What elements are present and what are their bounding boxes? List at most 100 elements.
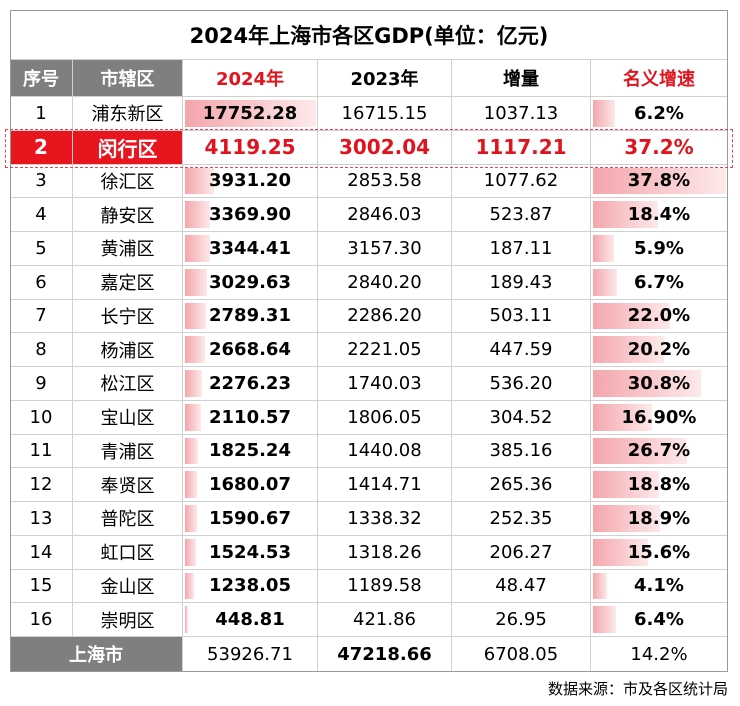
table-cell: 闵行区 — [73, 130, 183, 165]
table-cell: 3029.63 — [183, 265, 318, 300]
table-cell: 黄浦区 — [73, 232, 183, 266]
table-cell-text: 闵行区 — [97, 136, 158, 161]
table-cell-text: 1117.21 — [475, 135, 567, 160]
data-bar — [593, 606, 616, 633]
header-cell-text: 名义增速 — [623, 69, 695, 90]
table-cell-text: 1740.03 — [347, 372, 422, 394]
table-cell: 1440.08 — [318, 434, 452, 469]
source-note: 数据来源：市及各区统计局 — [547, 680, 728, 698]
table-cell: 2276.23 — [183, 367, 318, 401]
table-cell-text: 37.8% — [627, 170, 691, 192]
table-title: 2024年上海市各区GDP(单位：亿元) — [10, 10, 728, 60]
table-cell-text: 3344.41 — [209, 237, 291, 259]
table-cell: 6.2% — [591, 97, 728, 131]
table-cell: 22.0% — [591, 299, 728, 334]
table-cell-text: 1414.71 — [347, 474, 422, 496]
table-cell-text: 嘉定区 — [100, 273, 155, 295]
table-cell: 1414.71 — [318, 468, 452, 502]
table-cell-text: 1238.05 — [209, 575, 291, 597]
data-bar — [185, 336, 205, 363]
table-cell: 15.6% — [591, 535, 728, 570]
table-cell-text: 304.52 — [489, 406, 553, 428]
table-cell-text: 18.8% — [627, 474, 691, 496]
table-cell: 448.81 — [183, 603, 318, 637]
table-cell-text: 30.8% — [627, 372, 691, 394]
data-bar — [593, 201, 658, 228]
table-cell: 2846.03 — [318, 198, 452, 232]
table-cell-text: 黄浦区 — [100, 239, 155, 261]
table-cell: 4.1% — [591, 569, 728, 604]
header-cell: 2023年 — [318, 60, 452, 97]
data-bar — [185, 538, 197, 566]
table-cell: 17752.28 — [183, 97, 318, 131]
table-cell: 5 — [10, 232, 73, 266]
table-cell-text: 265.36 — [489, 474, 553, 496]
table-cell-text: 189.43 — [489, 271, 553, 293]
data-bar — [185, 302, 206, 330]
table-cell: 2110.57 — [183, 400, 318, 435]
table-cell: 187.11 — [452, 232, 591, 266]
table-cell-text: 1077.62 — [483, 170, 559, 192]
table-cell: 16715.15 — [318, 97, 452, 131]
table-cell-text: 1 — [35, 102, 47, 124]
table-cell-text: 2789.31 — [209, 305, 291, 327]
table-cell: 5.9% — [591, 232, 728, 266]
table-cell: 206.27 — [452, 535, 591, 570]
table-cell-text: 2110.57 — [209, 406, 291, 428]
table-cell-text: 20.2% — [627, 339, 691, 361]
table-cell-text: 2221.05 — [347, 339, 422, 361]
table-cell-text: 2846.03 — [347, 204, 422, 226]
table-cell: 18.8% — [591, 468, 728, 502]
table-cell: 2 — [10, 130, 73, 165]
data-bar — [593, 437, 687, 465]
table-cell-text: 1680.07 — [209, 474, 291, 496]
table-cell: 447.59 — [452, 333, 591, 367]
table-cell: 2221.05 — [318, 333, 452, 367]
table-cell: 1189.58 — [318, 569, 452, 604]
table-cell: 静安区 — [73, 198, 183, 232]
table-cell: 崇明区 — [73, 603, 183, 637]
table-cell: 265.36 — [452, 468, 591, 502]
table-cell-text: 8 — [35, 339, 47, 361]
table-cell: 青浦区 — [73, 434, 183, 469]
total-cell-text: 上海市 — [69, 645, 123, 666]
table-cell-text: 5 — [35, 237, 47, 259]
table-cell-text: 1590.67 — [209, 507, 291, 529]
table-cell-text: 1338.32 — [347, 507, 422, 529]
table-cell: 松江区 — [73, 367, 183, 401]
table-cell-text: 1318.26 — [347, 541, 422, 563]
table-cell: 3344.41 — [183, 232, 318, 266]
data-bar — [593, 471, 660, 498]
table-cell-text: 385.16 — [489, 440, 553, 462]
table-cell: 2840.20 — [318, 265, 452, 300]
header-cell: 增量 — [452, 60, 591, 97]
table-cell: 4 — [10, 198, 73, 232]
table-cell-text: 3 — [35, 170, 47, 192]
table-cell-text: 448.81 — [215, 609, 285, 631]
table-cell: 421.86 — [318, 603, 452, 637]
table-cell-text: 3931.20 — [209, 170, 291, 192]
table-cell-text: 6.4% — [634, 609, 684, 631]
table-cell-text: 2 — [34, 135, 48, 160]
table-cell-text: 2276.23 — [209, 372, 291, 394]
total-cell: 53926.71 — [183, 637, 318, 672]
table-cell: 1037.13 — [452, 97, 591, 131]
table-cell-text: 1440.08 — [347, 440, 422, 462]
table-cell-text: 静安区 — [100, 205, 155, 227]
table-cell-text: 1189.58 — [347, 575, 422, 597]
table-cell-text: 447.59 — [489, 339, 553, 361]
table-cell: 4119.25 — [183, 130, 318, 165]
table-cell: 26.95 — [452, 603, 591, 637]
data-bar — [185, 403, 201, 431]
table-cell: 16 — [10, 603, 73, 637]
table-cell-text: 4.1% — [634, 575, 684, 597]
table-cell-text: 6.7% — [634, 271, 684, 293]
table-cell: 3002.04 — [318, 130, 452, 165]
data-bar — [593, 538, 648, 566]
table-cell: 1740.03 — [318, 367, 452, 401]
table-cell-text: 浦东新区 — [91, 104, 164, 126]
data-bar — [593, 336, 665, 363]
table-cell: 503.11 — [452, 299, 591, 334]
table-cell-text: 4 — [35, 204, 47, 226]
header-cell-text: 市辖区 — [100, 69, 155, 90]
